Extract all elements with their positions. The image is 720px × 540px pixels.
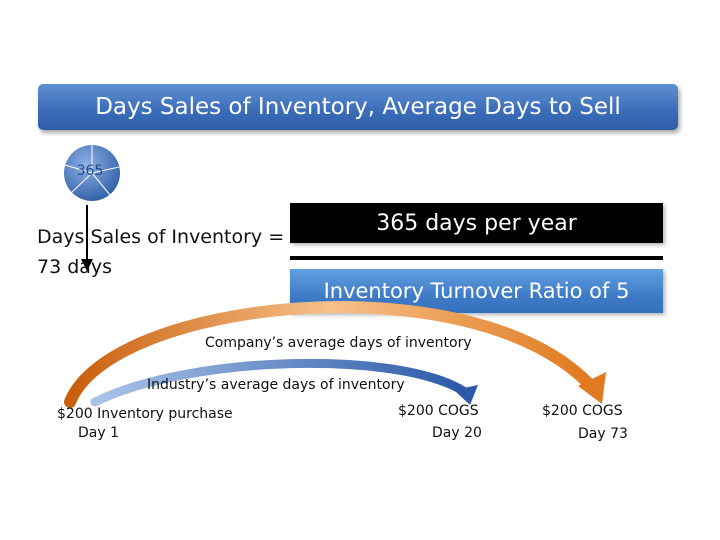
industry-days-label: Industry’s average days of inventory <box>147 377 405 393</box>
dsi-lhs-line2: 73 days <box>37 256 113 278</box>
cogs-day73-label: $200 COGS <box>542 403 623 419</box>
purchase-label: $200 Inventory purchase <box>57 406 233 422</box>
title-banner: Days Sales of Inventory, Average Days to… <box>38 84 678 130</box>
company-arrow <box>64 301 596 408</box>
down-arrow-icon <box>81 205 93 271</box>
industry-arrow <box>90 358 470 407</box>
company-arrowhead <box>578 372 606 404</box>
dsi-formula-label: Days Sales of Inventory = 73 days <box>37 222 284 282</box>
dsi-lhs-line1: Days Sales of Inventory = <box>37 226 285 248</box>
cogs-day20-label: $200 COGS <box>398 403 479 419</box>
day73-label: Day 73 <box>578 426 628 442</box>
company-days-label: Company’s average days of inventory <box>205 335 472 351</box>
numerator-text: 365 days per year <box>376 210 577 236</box>
day20-label: Day 20 <box>432 425 482 441</box>
numerator-box: 365 days per year <box>290 203 663 243</box>
day1-label: Day 1 <box>78 425 120 441</box>
slide-title: Days Sales of Inventory, Average Days to… <box>95 94 621 120</box>
pie-chart-icon <box>64 145 120 201</box>
industry-arrowhead <box>454 385 478 405</box>
fraction-line <box>290 256 663 260</box>
pie-label: 365 <box>76 163 104 179</box>
denominator-text: Inventory Turnover Ratio of 5 <box>323 279 630 303</box>
